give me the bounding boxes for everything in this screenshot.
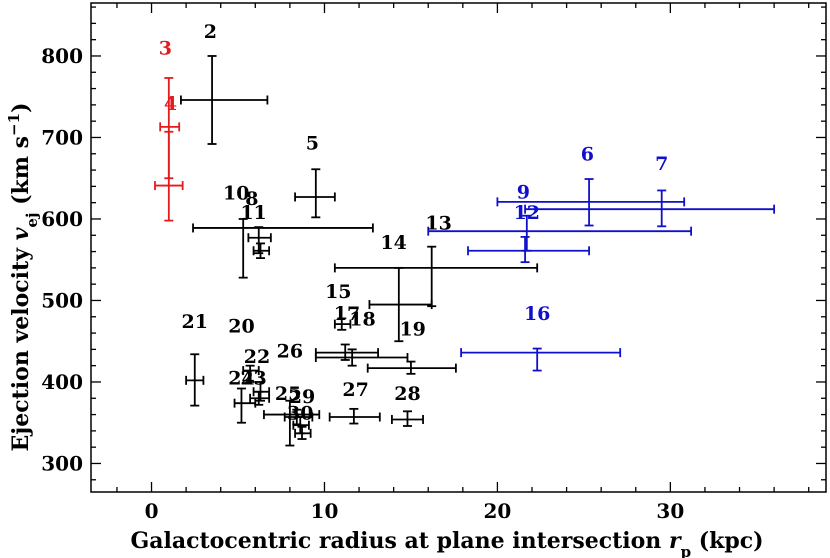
- data-point-29: [292, 416, 310, 435]
- point-label-24: 24: [228, 367, 254, 389]
- data-point-7: [524, 189, 776, 228]
- data-point-15: [333, 317, 352, 331]
- data-point-19: [366, 360, 457, 375]
- y-tick-label: 500: [41, 288, 83, 312]
- data-point-25: [263, 399, 321, 447]
- x-tick-label: 30: [656, 499, 684, 523]
- y-axis-title: Ejection velocity vej (km s−1): [5, 103, 41, 452]
- point-label-7: 7: [655, 153, 668, 175]
- y-tick-label: 800: [41, 44, 83, 68]
- axis-ticks: [91, 3, 826, 492]
- point-label-16: 16: [524, 303, 550, 325]
- plot-frame: [90, 2, 827, 493]
- point-label-9: 9: [517, 182, 530, 204]
- data-marks: [154, 55, 776, 447]
- point-label-13: 13: [425, 213, 451, 235]
- point-label-15: 15: [325, 281, 351, 303]
- x-tick-label: 0: [145, 499, 159, 523]
- y-axis-title-unit-open: (km s: [8, 136, 34, 213]
- point-label-20: 20: [228, 315, 254, 337]
- point-label-29: 29: [289, 386, 315, 408]
- point-label-4: 4: [164, 93, 177, 115]
- data-point-14: [368, 266, 433, 343]
- data-point-13: [333, 245, 539, 308]
- point-label-28: 28: [394, 383, 420, 405]
- x-tick-label: 10: [311, 499, 339, 523]
- point-label-8: 8: [245, 188, 258, 210]
- point-label-21: 21: [182, 311, 208, 333]
- point-label-25: 25: [275, 383, 301, 405]
- point-label-10: 10: [223, 182, 249, 204]
- point-label-26: 26: [277, 341, 303, 363]
- data-point-20: [242, 364, 260, 383]
- data-point-11: [252, 242, 271, 259]
- point-label-12: 12: [514, 202, 540, 224]
- x-axis-title-var: r: [669, 528, 682, 554]
- point-label-2: 2: [204, 21, 217, 43]
- x-axis-title-sub: p: [681, 543, 692, 558]
- y-tick-label: 400: [41, 370, 83, 394]
- y-axis-title-sub: ej: [23, 213, 41, 228]
- data-point-16: [460, 347, 622, 372]
- data-point-12: [467, 236, 590, 264]
- x-axis-title-main: Galactocentric radius at plane intersect…: [130, 528, 669, 554]
- y-axis-title-main: Ejection velocity: [8, 240, 34, 451]
- data-point-4: [154, 130, 184, 222]
- y-tick-label: 700: [41, 125, 83, 149]
- y-tick-label: 600: [41, 207, 83, 231]
- data-point-24: [233, 387, 257, 424]
- point-label-23: 23: [240, 367, 266, 389]
- data-point-30: [294, 425, 312, 440]
- data-point-6: [496, 178, 686, 227]
- point-label-19: 19: [399, 319, 425, 341]
- point-label-27: 27: [342, 379, 368, 401]
- data-point-18: [314, 348, 409, 367]
- data-point-10: [192, 218, 374, 279]
- point-label-6: 6: [581, 143, 594, 165]
- data-point-28: [391, 410, 424, 427]
- data-point-23: [249, 390, 271, 406]
- point-label-14: 14: [380, 232, 406, 254]
- point-label-18: 18: [349, 309, 375, 331]
- y-axis-title-sup: −1: [5, 113, 23, 136]
- point-label-3: 3: [159, 37, 172, 59]
- data-point-5: [294, 168, 336, 219]
- point-label-11: 11: [240, 202, 266, 224]
- point-label-30: 30: [287, 402, 313, 424]
- point-label-5: 5: [306, 133, 319, 155]
- x-tick-label: 20: [483, 499, 511, 523]
- x-axis-title: Galactocentric radius at plane intersect…: [130, 528, 763, 558]
- point-label-17: 17: [334, 303, 360, 325]
- point-label-22: 22: [244, 346, 270, 368]
- y-tick-label: 300: [41, 451, 83, 475]
- data-point-2: [180, 55, 269, 145]
- data-point-21: [185, 353, 205, 407]
- y-axis-title-var: v: [8, 227, 34, 240]
- x-axis-title-unit: (kpc): [691, 528, 764, 554]
- y-axis-title-unit-close: ): [8, 103, 34, 113]
- tick-labels: 0 10 20 30 300 400 500 600 700 800: [41, 44, 684, 523]
- data-point-27: [328, 407, 381, 425]
